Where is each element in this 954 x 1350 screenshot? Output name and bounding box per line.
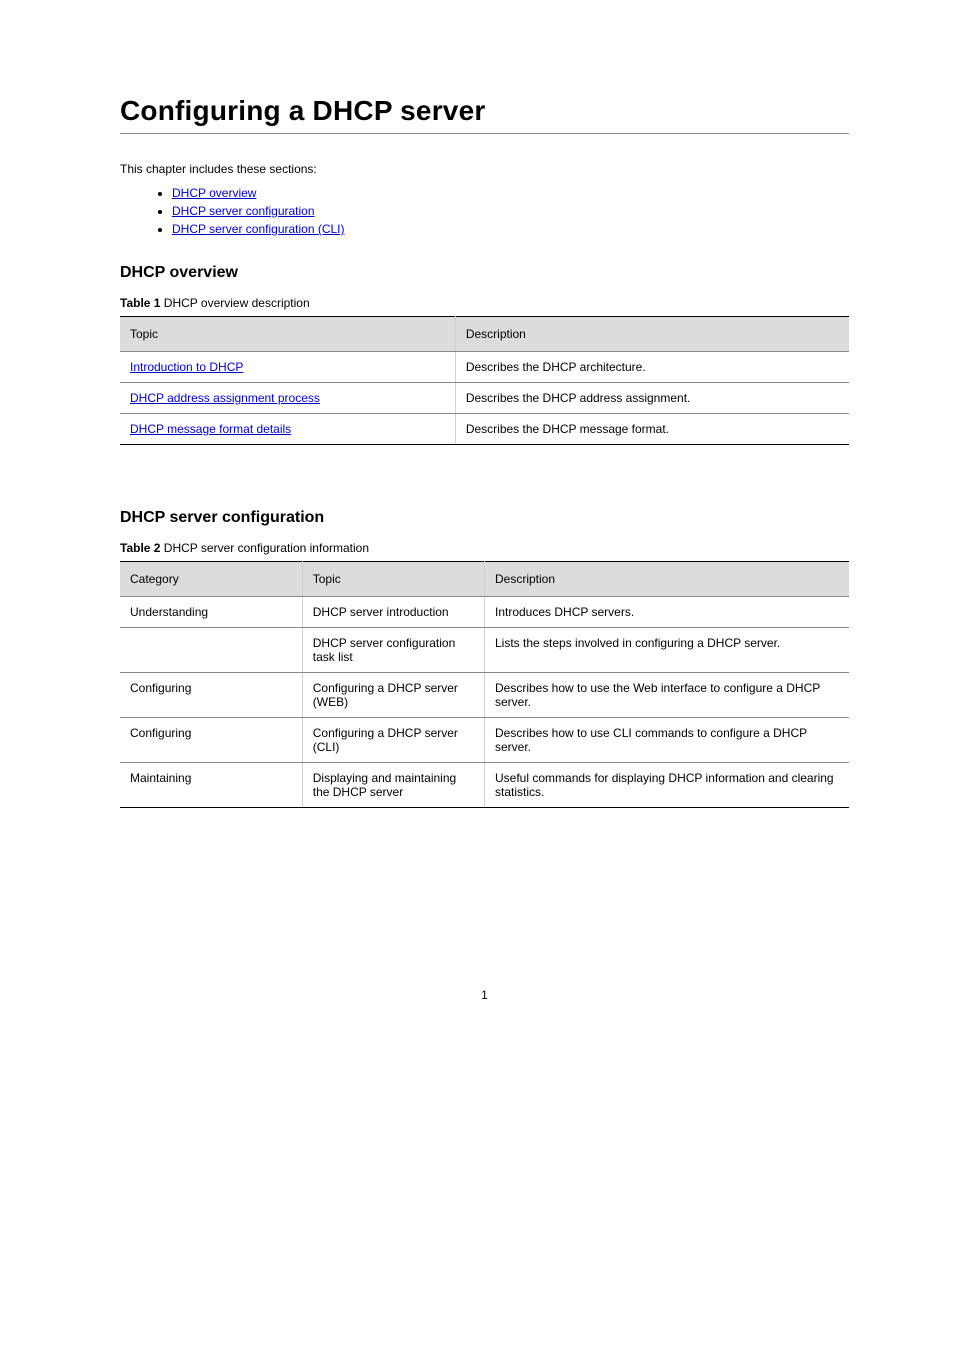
table-cell: DHCP address assignment process xyxy=(120,383,455,414)
intro-paragraph: This chapter includes these sections: xyxy=(120,162,849,176)
table-cell xyxy=(120,628,302,673)
table-cell: DHCP server introduction xyxy=(302,597,484,628)
column-header: Description xyxy=(485,562,850,597)
column-header: Topic xyxy=(120,317,455,352)
section-heading-config: DHCP server configuration xyxy=(120,509,849,527)
config-table: Category Topic Description Understanding… xyxy=(120,561,849,808)
table-row: Configuring Configuring a DHCP server (W… xyxy=(120,673,849,718)
list-item: DHCP server configuration (CLI) xyxy=(172,222,849,236)
table-row: Understanding DHCP server introduction I… xyxy=(120,597,849,628)
section-heading-overview: DHCP overview xyxy=(120,264,849,282)
table-row: DHCP server configuration task list List… xyxy=(120,628,849,673)
topic-link[interactable]: DHCP address assignment process xyxy=(130,391,320,405)
list-item: DHCP server configuration xyxy=(172,204,849,218)
table-row: Maintaining Displaying and maintaining t… xyxy=(120,763,849,808)
table-row: Configuring Configuring a DHCP server (C… xyxy=(120,718,849,763)
column-header: Topic xyxy=(302,562,484,597)
table-cell: Describes the DHCP address assignment. xyxy=(455,383,849,414)
table-label: Table 1 xyxy=(120,296,160,310)
table-header-row: Category Topic Description xyxy=(120,562,849,597)
topic-link[interactable]: DHCP message format details xyxy=(130,422,291,436)
title-divider xyxy=(120,133,849,134)
table-row: DHCP address assignment process Describe… xyxy=(120,383,849,414)
table-cell: Introduces DHCP servers. xyxy=(485,597,850,628)
table-cell: Understanding xyxy=(120,597,302,628)
table-cell: Describes the DHCP architecture. xyxy=(455,352,849,383)
table-cell: Configuring xyxy=(120,673,302,718)
table-caption: Table 2 DHCP server configuration inform… xyxy=(120,541,849,555)
table-cell: Configuring a DHCP server (WEB) xyxy=(302,673,484,718)
list-item: DHCP overview xyxy=(172,186,849,200)
toc-link-server-config-cli[interactable]: DHCP server configuration (CLI) xyxy=(172,222,345,236)
table-caption-text: DHCP overview description xyxy=(160,296,309,310)
table-label: Table 2 xyxy=(120,541,160,555)
section-bullets: DHCP overview DHCP server configuration … xyxy=(120,186,849,236)
overview-table: Topic Description Introduction to DHCP D… xyxy=(120,316,849,445)
table-row: DHCP message format details Describes th… xyxy=(120,414,849,445)
toc-link-overview[interactable]: DHCP overview xyxy=(172,186,256,200)
page-title: Configuring a DHCP server xyxy=(120,95,849,127)
table-cell: Lists the steps involved in configuring … xyxy=(485,628,850,673)
table-cell: Describes how to use CLI commands to con… xyxy=(485,718,850,763)
column-header: Description xyxy=(455,317,849,352)
toc-link-server-config[interactable]: DHCP server configuration xyxy=(172,204,315,218)
table-header-row: Topic Description xyxy=(120,317,849,352)
table-row: Introduction to DHCP Describes the DHCP … xyxy=(120,352,849,383)
table-caption: Table 1 DHCP overview description xyxy=(120,296,849,310)
page-number: 1 xyxy=(120,988,849,1002)
table-cell: DHCP message format details xyxy=(120,414,455,445)
table-caption-text: DHCP server configuration information xyxy=(160,541,369,555)
table-cell: Describes how to use the Web interface t… xyxy=(485,673,850,718)
table-cell: Introduction to DHCP xyxy=(120,352,455,383)
column-header: Category xyxy=(120,562,302,597)
table-cell: Maintaining xyxy=(120,763,302,808)
table-cell: DHCP server configuration task list xyxy=(302,628,484,673)
table-cell: Configuring xyxy=(120,718,302,763)
table-cell: Useful commands for displaying DHCP info… xyxy=(485,763,850,808)
table-cell: Displaying and maintaining the DHCP serv… xyxy=(302,763,484,808)
topic-link[interactable]: Introduction to DHCP xyxy=(130,360,243,374)
table-cell: Describes the DHCP message format. xyxy=(455,414,849,445)
table-cell: Configuring a DHCP server (CLI) xyxy=(302,718,484,763)
